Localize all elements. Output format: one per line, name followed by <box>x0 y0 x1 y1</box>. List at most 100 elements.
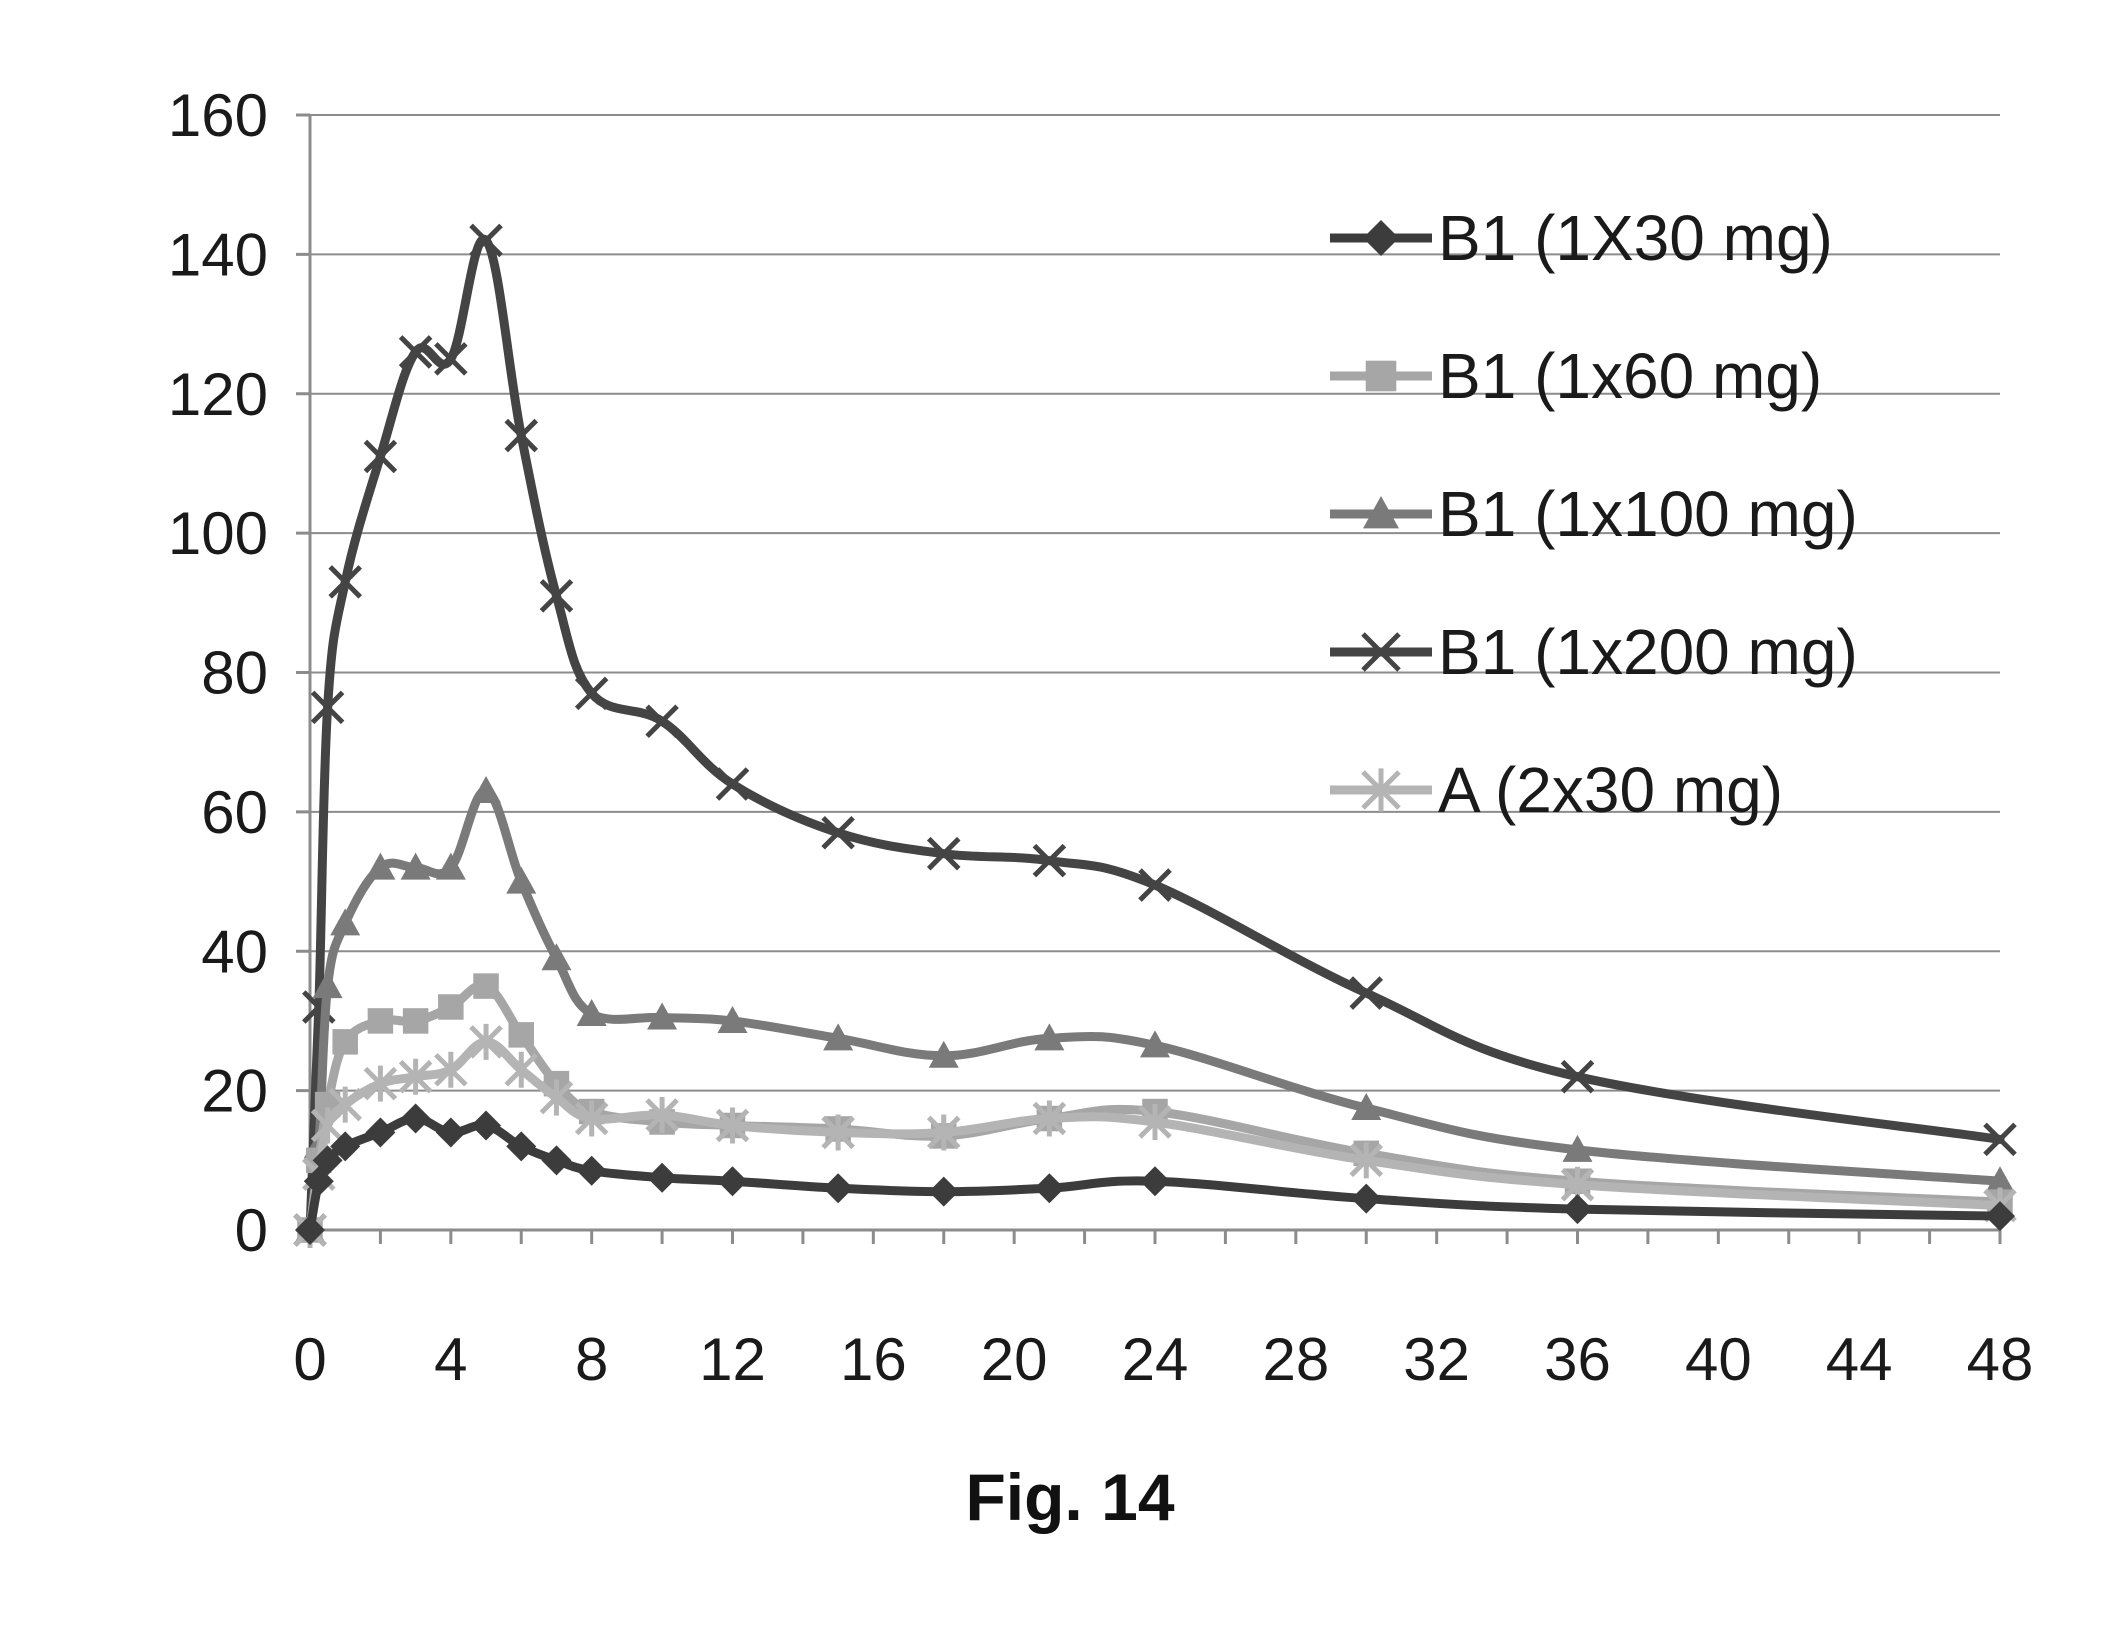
grid <box>310 114 2000 1092</box>
legend-item: B1 (1x100 mg) <box>1330 478 1858 550</box>
x-tick-label: 44 <box>1826 1326 1893 1393</box>
data-point <box>504 1051 539 1088</box>
data-point <box>1034 1173 1065 1204</box>
data-point <box>1138 868 1172 902</box>
data-point <box>1351 1183 1382 1214</box>
data-point <box>576 998 607 1026</box>
data-point <box>717 1005 748 1033</box>
y-tick-label: 120 <box>168 361 268 428</box>
data-point <box>715 767 750 801</box>
plot-area <box>293 223 2017 1248</box>
x-tick-label: 8 <box>575 1326 608 1393</box>
data-point <box>715 1107 750 1144</box>
data-point <box>928 1040 959 1068</box>
data-point <box>295 1215 325 1245</box>
data-point <box>471 1110 502 1141</box>
data-point <box>1140 1166 1170 1197</box>
legend-label: A (2x30 mg) <box>1438 754 1783 826</box>
data-point <box>330 1131 361 1162</box>
legend-label: B1 (1x60 mg) <box>1438 340 1822 412</box>
data-point <box>473 973 499 999</box>
series-5 <box>293 1023 2017 1248</box>
data-point <box>1983 1122 2017 1157</box>
x-tick-label: 40 <box>1685 1326 1752 1393</box>
data-point <box>330 908 361 936</box>
data-point <box>1034 1023 1065 1051</box>
x-tick-label: 48 <box>1967 1326 2034 1393</box>
data-point <box>504 418 539 453</box>
data-point <box>400 852 431 880</box>
data-point <box>1349 1142 1384 1179</box>
data-point <box>363 439 398 474</box>
data-point <box>717 1166 748 1197</box>
legend-item: B1 (1x60 mg) <box>1330 340 1822 412</box>
data-point <box>1562 1134 1593 1162</box>
data-point <box>363 1065 398 1102</box>
data-point <box>1985 1166 2015 1194</box>
data-point <box>435 852 466 880</box>
legend-marker <box>1361 632 1401 672</box>
legend-item: B1 (1x200 mg) <box>1330 616 1858 688</box>
data-point <box>821 816 855 850</box>
x-tick-label: 4 <box>434 1326 467 1393</box>
legend-marker <box>1363 496 1399 529</box>
data-point <box>400 1103 431 1134</box>
data-point <box>647 1002 678 1030</box>
data-point <box>647 1162 678 1193</box>
data-point <box>328 565 362 599</box>
x-tick-label: 0 <box>293 1326 326 1393</box>
data-point <box>365 1117 396 1148</box>
data-point <box>398 335 433 369</box>
data-point <box>821 1114 855 1151</box>
data-point <box>434 342 468 376</box>
data-point <box>645 1097 679 1134</box>
x-tick-label: 28 <box>1262 1326 1329 1393</box>
data-point <box>312 1145 343 1176</box>
data-point <box>823 1173 854 1204</box>
data-point <box>469 223 503 258</box>
data-point <box>469 1023 503 1060</box>
data-point <box>508 1022 534 1048</box>
legend-label: B1 (1x100 mg) <box>1438 478 1858 550</box>
legend-marker <box>1365 360 1397 392</box>
data-point <box>1032 1100 1067 1137</box>
series-line <box>305 234 2005 1235</box>
data-point <box>471 775 502 803</box>
x-tick-label: 20 <box>981 1326 1048 1393</box>
data-point <box>1560 1059 1595 1094</box>
data-point <box>1140 1030 1170 1058</box>
legend-label: B1 (1x200 mg) <box>1438 616 1858 688</box>
data-point <box>365 852 396 880</box>
data-point <box>1349 976 1384 1010</box>
data-point <box>645 704 679 739</box>
data-point <box>367 1008 394 1034</box>
data-point <box>310 690 345 725</box>
data-point <box>1562 1194 1593 1225</box>
figure-caption: Fig. 14 <box>965 1460 1174 1534</box>
data-point <box>928 1176 959 1207</box>
legend-marker <box>1363 220 1399 256</box>
data-point <box>541 1145 572 1176</box>
x-tick-label: 36 <box>1544 1326 1611 1393</box>
data-point <box>539 1079 574 1116</box>
data-point <box>506 1131 537 1162</box>
x-tick-label: 12 <box>699 1326 766 1393</box>
y-tick-label: 140 <box>168 221 268 288</box>
y-tick-label: 80 <box>201 640 268 707</box>
data-point <box>926 836 961 871</box>
data-point <box>539 579 574 613</box>
y-tick-label: 0 <box>235 1197 268 1264</box>
data-point <box>576 1155 607 1186</box>
data-point <box>1351 1093 1382 1121</box>
series-1 <box>295 1103 2015 1245</box>
legend-item: A (2x30 mg) <box>1330 754 1783 826</box>
data-point <box>823 1023 854 1051</box>
legend-marker <box>1361 768 1401 812</box>
y-tick-label: 20 <box>201 1058 268 1125</box>
x-tick-label: 32 <box>1403 1326 1470 1393</box>
data-point <box>574 1100 609 1137</box>
data-point <box>398 1058 433 1095</box>
data-point <box>438 994 464 1020</box>
